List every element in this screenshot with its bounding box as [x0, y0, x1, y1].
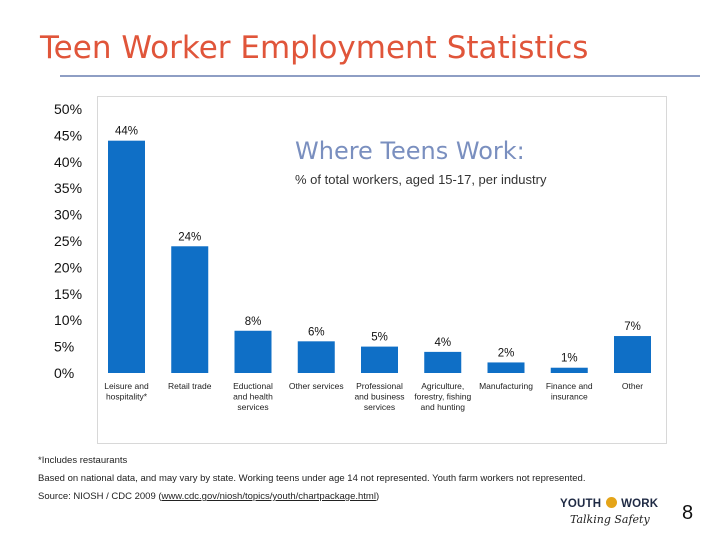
bar: [550, 367, 588, 373]
page-number: 8: [682, 502, 694, 524]
data-label: 8%: [245, 316, 262, 328]
y-tick-label: 30%: [54, 207, 82, 223]
y-tick-label: 0%: [54, 365, 74, 381]
category-label: Leisure and hospitality*: [104, 381, 149, 402]
category-label: Agriculture, forestry, fishing and hunting: [414, 381, 471, 412]
source-suffix: ): [375, 491, 380, 502]
logo-tagline: Talking Safety: [570, 513, 650, 526]
category-label: Manufacturing: [479, 381, 533, 391]
y-tick-label: 45%: [54, 127, 82, 143]
data-label: 4%: [434, 337, 451, 349]
chart-notes: *Includes restaurants Based on national …: [38, 452, 585, 506]
youth-at-work-logo: YOUTH WORK Talking Safety: [560, 497, 660, 532]
bar: [614, 336, 651, 373]
data-label: 44%: [115, 126, 138, 138]
y-tick-label: 40%: [54, 154, 82, 170]
logo-word-work: WORK: [621, 498, 659, 510]
bar: [108, 140, 145, 373]
bar: [171, 246, 209, 373]
data-label: 7%: [624, 321, 641, 333]
bar: [361, 346, 398, 373]
title-divider: [60, 75, 700, 77]
bar: [234, 330, 272, 373]
data-label: 6%: [308, 326, 325, 338]
logo-word-youth: YOUTH: [560, 498, 602, 510]
logo-at-icon: [605, 497, 617, 509]
data-label: 1%: [561, 353, 578, 365]
data-basis-note: Based on national data, and may vary by …: [38, 473, 586, 484]
source-link[interactable]: www.cdc.gov/niosh/topics/youth/chartpack…: [161, 491, 376, 502]
y-tick-label: 15%: [54, 286, 82, 302]
category-label: Other services: [289, 381, 344, 391]
chart-title: Where Teens Work:: [295, 137, 525, 165]
category-label: Finance and insurance: [546, 381, 593, 402]
slide-title: Teen Worker Employment Statistics: [40, 30, 589, 66]
y-tick-label: 5%: [54, 339, 74, 355]
data-label: 2%: [498, 347, 515, 359]
y-tick-label: 20%: [54, 259, 82, 275]
data-label: 24%: [178, 231, 201, 243]
bar: [297, 341, 335, 373]
category-label: Retail trade: [168, 381, 212, 391]
category-label: Eductional and health services: [233, 381, 273, 412]
source-note: Source: NIOSH / CDC 2009 (www.cdc.gov/ni…: [38, 488, 585, 506]
y-tick-label: 35%: [54, 180, 82, 196]
bar: [487, 362, 525, 373]
y-tick-label: 10%: [54, 312, 82, 328]
category-label: Professional and business services: [354, 381, 404, 412]
y-tick-label: 50%: [54, 101, 82, 117]
source-prefix: Source: NIOSH / CDC 2009 (: [38, 491, 162, 502]
chart-subtitle: % of total workers, aged 15-17, per indu…: [295, 172, 547, 187]
bar: [424, 351, 462, 373]
category-label: Other: [622, 381, 643, 391]
y-tick-label: 25%: [54, 233, 82, 249]
data-label: 5%: [371, 332, 388, 344]
footnote: *Includes restaurants: [38, 455, 128, 466]
